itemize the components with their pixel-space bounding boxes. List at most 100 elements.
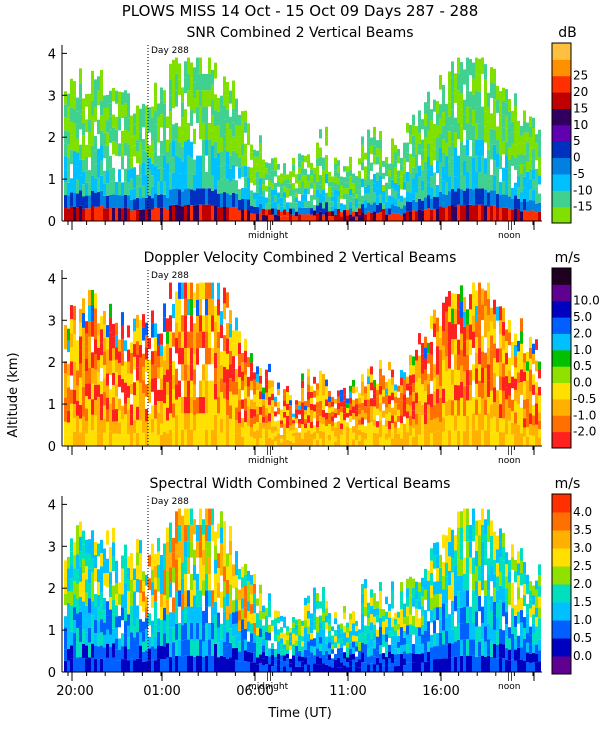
data-cell [454, 308, 457, 325]
data-cell [127, 579, 130, 592]
data-cell [373, 393, 376, 400]
data-cell [67, 208, 70, 221]
data-cell [91, 115, 94, 131]
data-cell [490, 565, 493, 582]
data-cell [466, 508, 469, 525]
data-cell [226, 123, 229, 138]
data-cell [295, 197, 298, 203]
data-cell [451, 430, 454, 446]
data-cell [166, 162, 169, 175]
data-cell [100, 69, 103, 86]
data-cell [184, 590, 187, 607]
data-cell [469, 622, 472, 640]
data-cell [451, 308, 454, 324]
data-cell [316, 656, 319, 665]
data-cell [265, 624, 268, 633]
data-cell [274, 163, 277, 171]
data-cell [526, 417, 529, 428]
data-cell [190, 347, 193, 365]
legend-swatch [552, 349, 571, 367]
data-cell [445, 603, 448, 618]
data-cell [319, 629, 322, 637]
data-cell [109, 303, 112, 319]
data-cell [289, 400, 292, 406]
data-cell [226, 151, 229, 166]
data-cell [340, 212, 343, 217]
data-cell [412, 210, 415, 221]
data-cell [208, 139, 211, 156]
data-cell [169, 189, 172, 206]
data-cell [271, 400, 274, 407]
data-cell [115, 359, 118, 373]
data-cell [349, 666, 352, 672]
data-cell [367, 391, 370, 400]
data-cell [154, 601, 157, 614]
data-cell [67, 556, 70, 569]
data-cell [103, 208, 106, 221]
data-cell [151, 324, 154, 338]
data-cell [292, 628, 295, 634]
data-cell [223, 119, 226, 135]
data-cell [262, 645, 265, 653]
data-cell [451, 572, 454, 587]
data-cell [382, 172, 385, 179]
data-cell [481, 524, 484, 542]
data-cell [274, 426, 277, 432]
data-cell [259, 645, 262, 655]
data-cell [343, 387, 346, 395]
data-cell [376, 408, 379, 415]
data-cell [169, 413, 172, 430]
data-cell [187, 396, 190, 414]
data-cell [517, 154, 520, 166]
data-cell [220, 527, 223, 544]
data-cell [343, 182, 346, 189]
data-cell [394, 205, 397, 214]
data-cell [349, 391, 352, 398]
data-cell [424, 102, 427, 115]
data-cell [499, 376, 502, 391]
data-cell [472, 110, 475, 126]
data-cell [472, 508, 475, 525]
data-cell [283, 406, 286, 412]
data-cell [418, 636, 421, 646]
data-cell [400, 430, 403, 439]
data-cell [106, 433, 109, 446]
data-cell [286, 188, 289, 194]
data-cell [238, 342, 241, 355]
data-cell [466, 324, 469, 340]
data-cell [217, 380, 220, 398]
data-cell [388, 420, 391, 430]
data-cell [538, 420, 541, 430]
data-cell [274, 157, 277, 164]
data-cell [373, 192, 376, 203]
data-cell [70, 565, 73, 579]
data-cell [331, 431, 334, 437]
data-cell [127, 349, 130, 362]
data-cell [106, 325, 109, 338]
data-cell [202, 413, 205, 430]
data-cell [475, 171, 478, 189]
y-tick-label: 0 [48, 215, 56, 230]
data-cell [103, 195, 106, 209]
data-cell [94, 659, 97, 672]
data-cell [304, 401, 307, 406]
legend-swatch [552, 141, 571, 159]
data-cell [307, 154, 310, 161]
data-cell [202, 626, 205, 642]
data-cell [307, 595, 310, 604]
data-cell [517, 187, 520, 199]
data-cell [421, 624, 424, 635]
data-cell [451, 93, 454, 110]
data-cell [289, 177, 292, 184]
data-cell [133, 382, 136, 396]
data-cell [79, 521, 82, 537]
data-cell [163, 194, 166, 208]
data-cell [175, 171, 178, 189]
data-cell [145, 186, 148, 198]
data-cell [385, 641, 388, 650]
data-cell [490, 404, 493, 419]
data-cell [124, 194, 127, 208]
data-cell [244, 350, 247, 363]
data-cell [466, 655, 469, 672]
data-cell [115, 116, 118, 130]
